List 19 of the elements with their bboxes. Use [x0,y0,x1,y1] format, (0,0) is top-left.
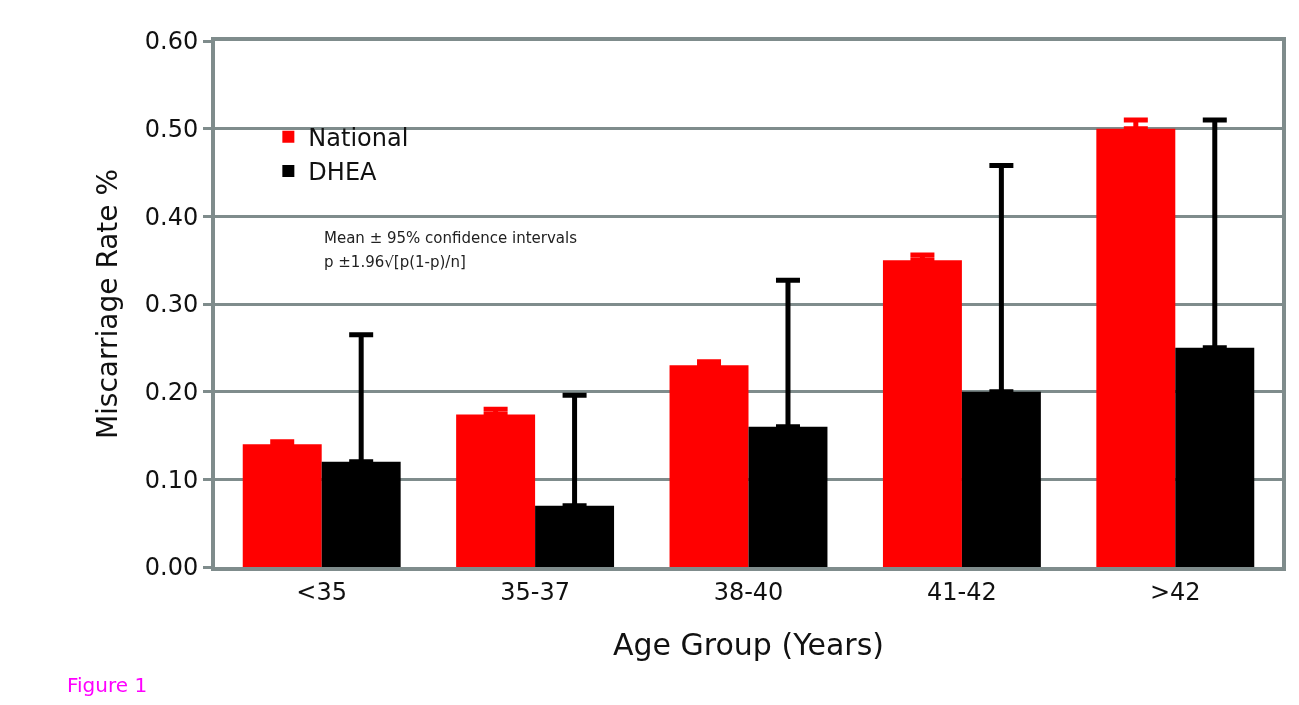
legend-label: DHEA [308,158,378,187]
y-tick-label: 0.50 [144,115,199,144]
x-axis-title: Age Group (Years) [613,626,884,662]
caption: Figure 1 [67,673,148,697]
y-tick-label: 0.40 [144,202,199,231]
y-tick-label: 0.10 [144,465,199,494]
legend-label: National [308,124,409,153]
annotation: p ±1.96√[p(1-p)/n] [324,253,466,271]
x-tick-label: 41-42 [927,577,997,606]
annotation: Mean ± 95% confidence intervals [324,229,578,247]
x-tick-label: >42 [1149,577,1201,606]
x-tick-label: 35-37 [500,577,570,606]
x-tick-label: <35 [296,577,348,606]
y-tick-label: 0.00 [144,553,199,582]
y-axis-title: Miscarriage Rate % [90,168,124,440]
y-tick-label: 0.30 [144,290,199,319]
y-tick-label: 0.20 [144,378,199,407]
x-tick-label: 38-40 [713,577,784,606]
y-tick-label: 0.60 [144,27,199,56]
